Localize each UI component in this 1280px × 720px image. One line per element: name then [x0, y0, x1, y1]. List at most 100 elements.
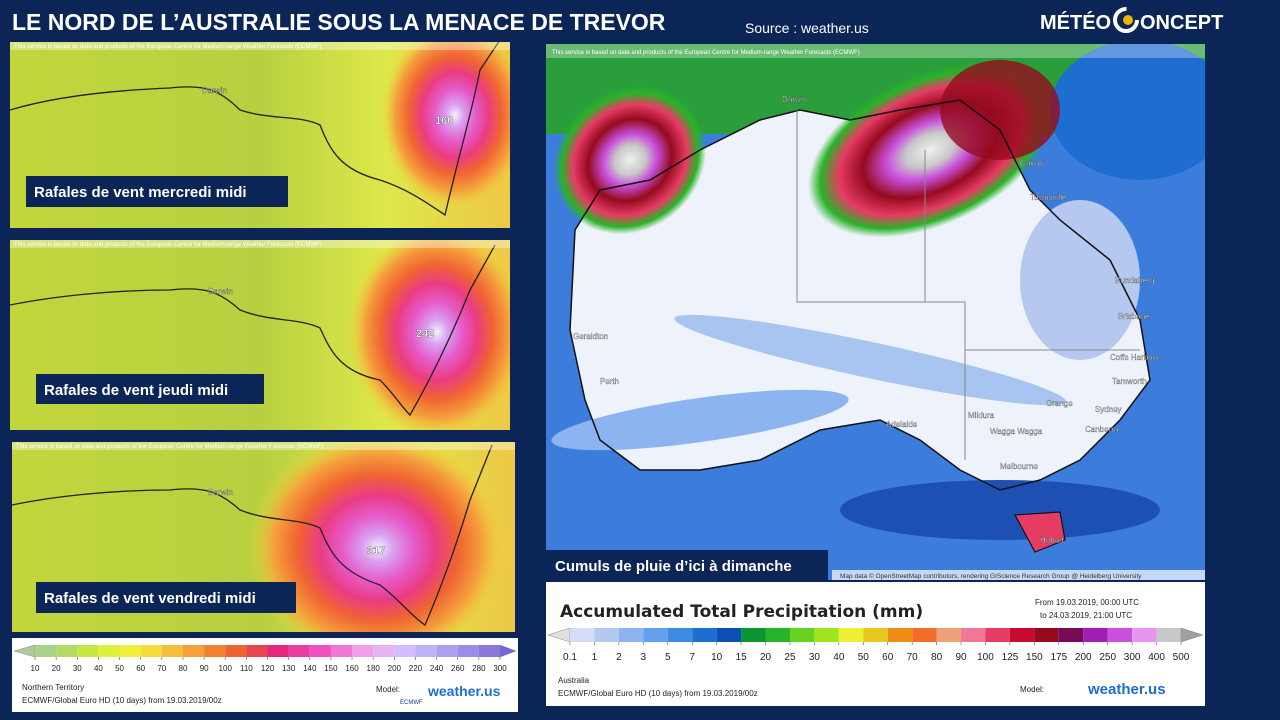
colorbar-swatch [765, 628, 790, 642]
colorbar: 0.1 1 2 3 5 7 10 15 20 25 30 40 50 60 70 80 90 100 125 150 1… [547, 627, 1204, 663]
colorbar-label: 0.1 [563, 652, 577, 663]
colorbar-label: 100 [977, 652, 994, 663]
model-label: Model: [1020, 685, 1044, 694]
colorbar-label: 500 [1173, 652, 1190, 663]
colorbar-label: 160 [345, 664, 359, 673]
peak-value: 242 [416, 328, 434, 340]
colorbar-arrow [1180, 627, 1204, 643]
colorbar-swatch [415, 645, 437, 657]
colorbar-label: 140 [303, 664, 317, 673]
colorbar-swatch [352, 645, 374, 657]
colorbar-label: 110 [240, 664, 253, 673]
colorbar-label: 1 [592, 652, 598, 663]
model-label: Model: [376, 685, 400, 694]
caption-box [36, 582, 296, 613]
disclaimer: This service is based on data and produc… [14, 44, 322, 50]
logo-text: ONCEPT [1140, 12, 1223, 34]
colorbar-label: 15 [736, 652, 748, 663]
colorbar-swatch [457, 645, 479, 657]
colorbar-swatch [863, 628, 888, 642]
colorbar-swatch [912, 628, 937, 642]
wind-map [10, 240, 510, 430]
legend-from: From 19.03.2019, 00:00 UTC [1035, 598, 1139, 607]
colorbar-label: 70 [157, 664, 166, 673]
colorbar-label: 30 [809, 652, 821, 663]
colorbar-label: 20 [52, 664, 61, 673]
colorbar-swatch [436, 645, 458, 657]
colorbar-swatch [1132, 628, 1157, 642]
city-label: Brisbane [1118, 312, 1150, 321]
colorbar-label: 280 [472, 664, 486, 673]
city-label: Darwin [782, 95, 807, 104]
colorbar-swatch [394, 645, 416, 657]
caption: Rafales de vent jeudi midi [44, 382, 228, 399]
legend-to: to 24.03.2019, 21:00 UTC [1040, 611, 1132, 620]
colorbar-label: 30 [73, 664, 82, 673]
logo-text: MÉTÉO [1040, 11, 1111, 34]
colorbar-swatch [1083, 628, 1108, 642]
colorbar-label: 3 [641, 652, 647, 663]
colorbar-swatch [309, 645, 331, 657]
colorbar: 10 20 30 40 50 60 70 80 90 100 110 120 130 140 150 160 1… [13, 644, 517, 673]
legend-region: Australia [558, 676, 590, 685]
colorbar-swatch [98, 645, 120, 657]
colorbar-swatch [373, 645, 395, 657]
colorbar-label: 220 [409, 664, 423, 673]
colorbar-swatch [119, 645, 141, 657]
colorbar-label: 150 [324, 664, 338, 673]
colorbar-swatch [140, 645, 162, 657]
city-label: Orange [1046, 399, 1073, 408]
colorbar-label: 250 [1099, 652, 1116, 663]
city-label: Perth [600, 377, 619, 386]
colorbar-swatch [961, 628, 986, 642]
colorbar-swatch [643, 628, 668, 642]
colorbar-label: 5 [665, 652, 671, 663]
ecmwf-logo: ECMWF [400, 700, 423, 706]
colorbar-label: 50 [858, 652, 870, 663]
colorbar-swatch [267, 645, 289, 657]
colorbar-label: 10 [711, 652, 723, 663]
colorbar-label: 200 [388, 664, 402, 673]
colorbar-label: 120 [261, 664, 275, 673]
colorbar-swatch [1058, 628, 1084, 642]
colorbar-label: 240 [430, 664, 444, 673]
peak-value: 160 [435, 115, 453, 127]
caption-box [546, 550, 828, 580]
city-label: Darwin [202, 86, 227, 95]
colorbar-swatch [330, 645, 353, 657]
colorbar-label: 260 [451, 664, 465, 673]
caption: Rafales de vent mercredi midi [34, 184, 247, 201]
colorbar-swatch [692, 628, 717, 642]
colorbar-label: 400 [1148, 652, 1165, 663]
city-label: Townsville [1030, 193, 1067, 202]
colorbar-swatch [594, 628, 619, 642]
wind-map [12, 442, 515, 632]
city-label: Adelaide [886, 420, 918, 429]
city-label: Mildura [968, 411, 995, 420]
caption-box [36, 374, 264, 404]
colorbar-swatch [1156, 628, 1181, 642]
colorbar-swatch [667, 628, 693, 642]
colorbar-swatch [204, 645, 226, 657]
colorbar-label: 80 [931, 652, 943, 663]
colorbar-swatch [618, 628, 644, 642]
colorbar-label: 2 [616, 652, 622, 663]
attribution: Map data © OpenStreetMap contributors, r… [840, 572, 1142, 580]
colorbar-label: 20 [760, 652, 772, 663]
colorbar-label: 25 [784, 652, 796, 663]
colorbar-swatch [814, 628, 839, 642]
colorbar-label: 175 [1050, 652, 1067, 663]
colorbar-label: 7 [689, 652, 695, 663]
city-label: Melbourne [1000, 462, 1038, 471]
colorbar-swatch [35, 645, 57, 657]
colorbar-swatch [478, 645, 500, 657]
city-label: Tamworth [1112, 377, 1147, 386]
city-label: Geraldton [573, 332, 608, 341]
city-label: Darwin [208, 488, 233, 497]
precip-map [546, 44, 1205, 580]
colorbar-swatch [225, 645, 247, 657]
city-label: Canberra [1085, 425, 1119, 434]
city-label: Wagga Wagga [990, 427, 1043, 436]
colorbar-swatch [288, 645, 310, 657]
